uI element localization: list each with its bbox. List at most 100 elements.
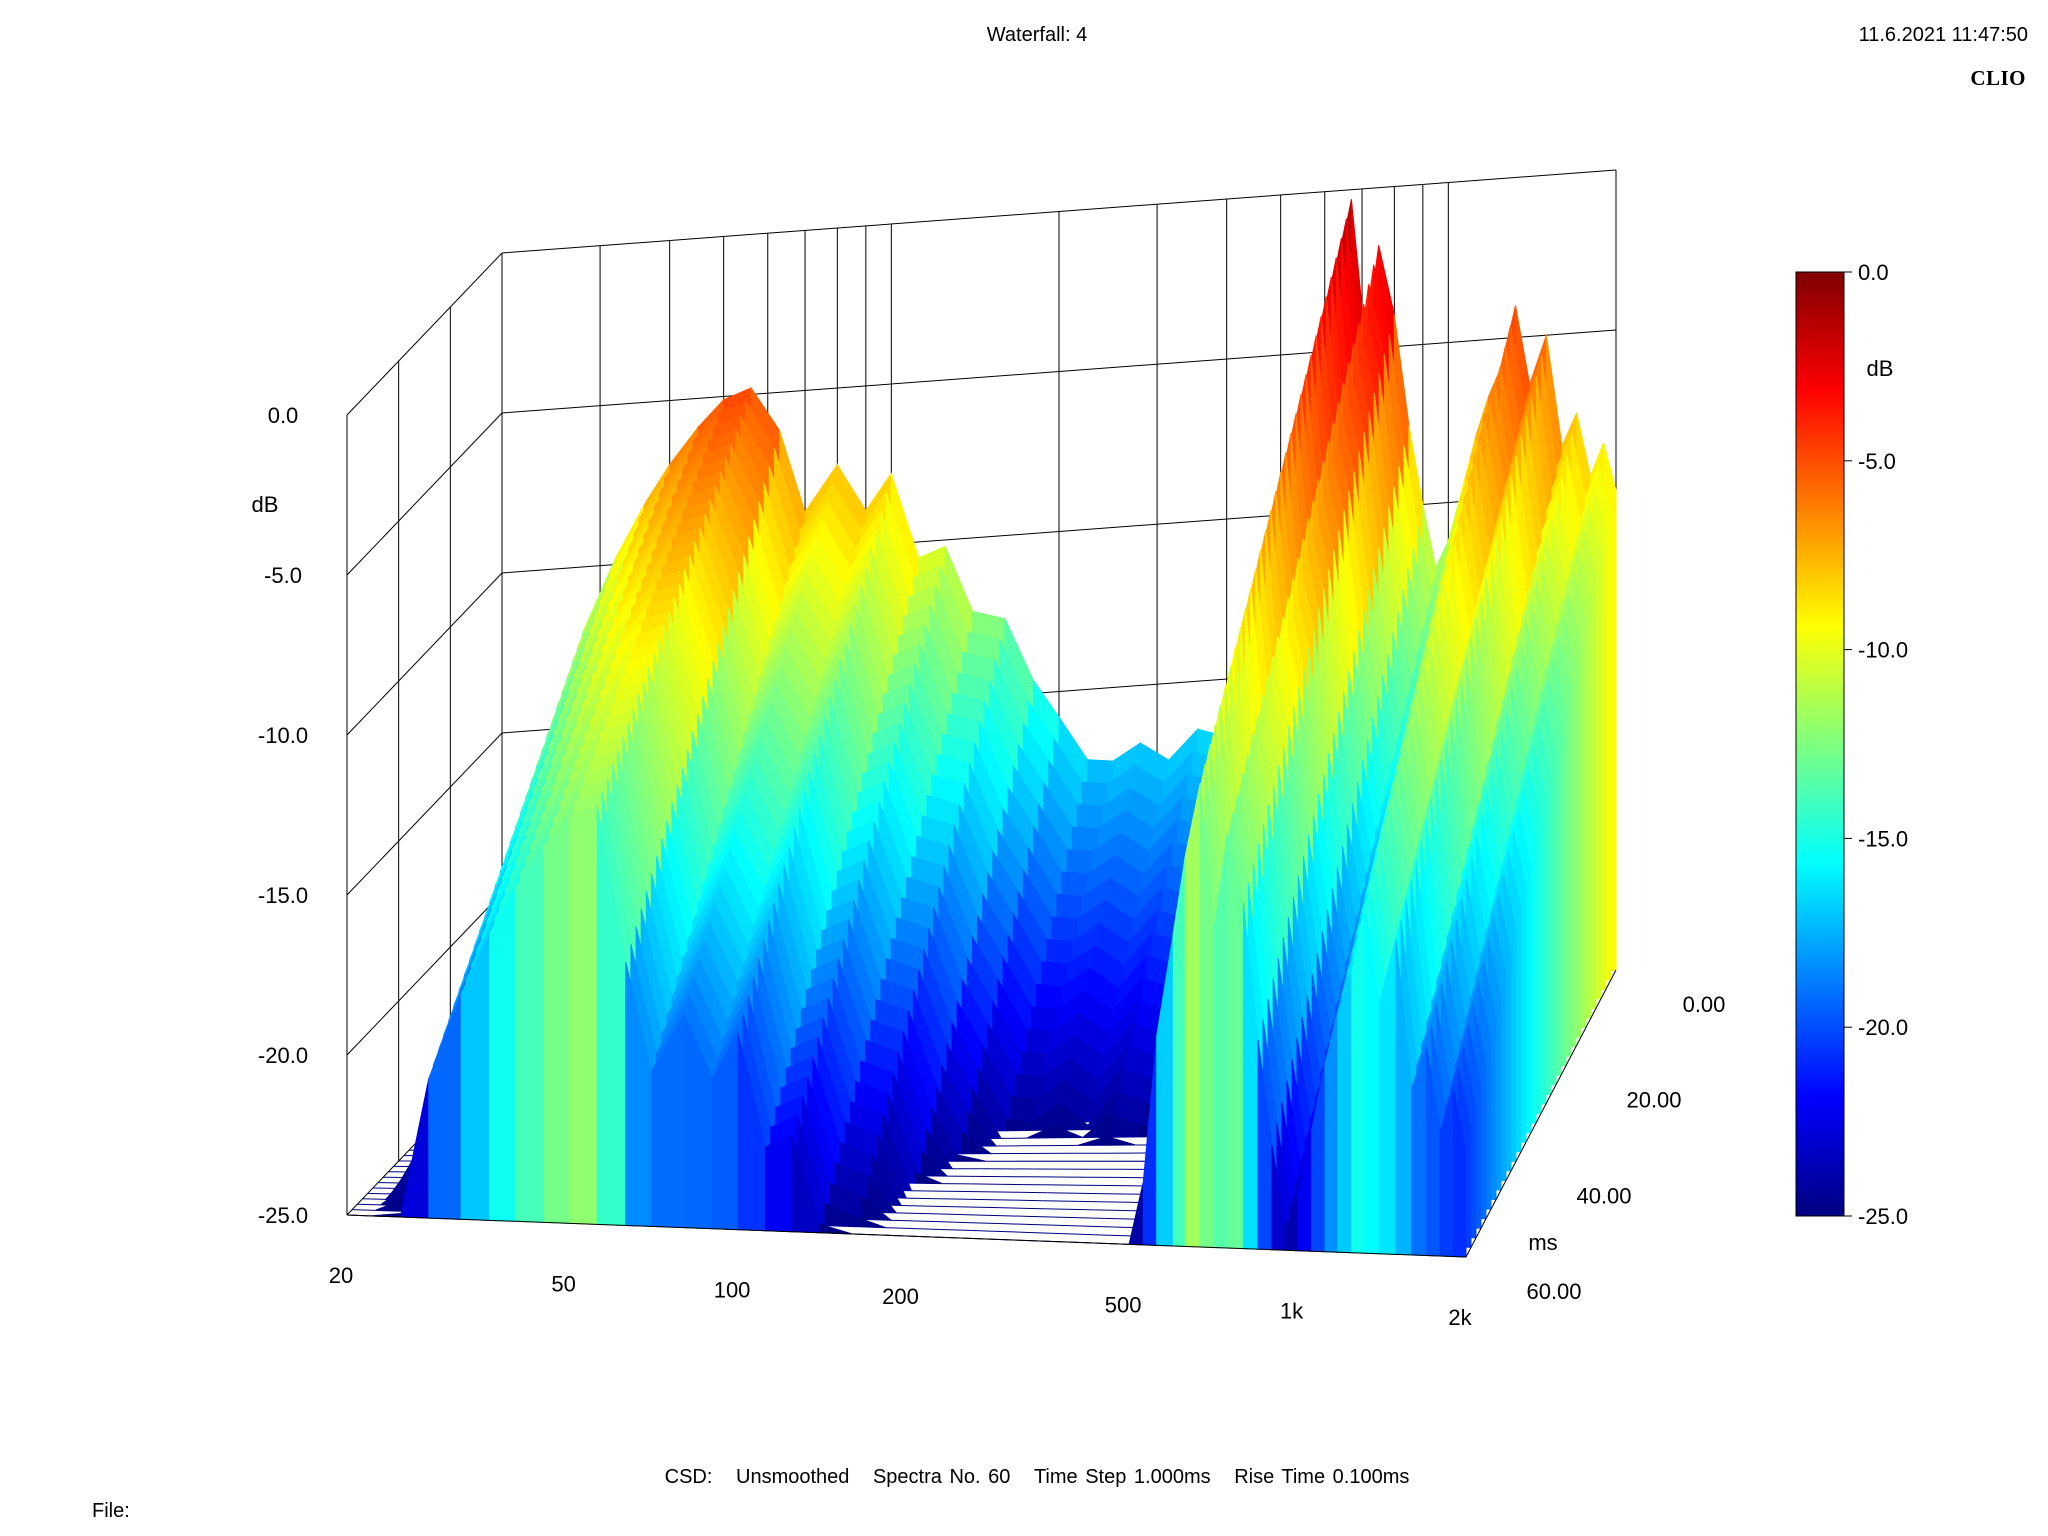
spectrum-segment (1084, 1225, 1114, 1228)
brand-logo: CLIO (1970, 66, 2026, 90)
side-wall-level-line (346, 732, 503, 896)
spectrum-segment (1008, 1207, 1038, 1210)
spectrum-segment (1090, 1217, 1119, 1220)
spectrum-segment (885, 1227, 912, 1229)
spectrum-segment (1042, 1200, 1072, 1202)
spectrum-segment (986, 1199, 1014, 1201)
spectrum-segment (1128, 1181, 1144, 1246)
x-tick-label: 2k (1448, 1305, 1472, 1330)
spectrum-segment (891, 1219, 917, 1222)
colorbar (1795, 271, 1845, 1217)
spectrum-segment (1003, 1215, 1033, 1217)
spectrum-segment (896, 1212, 922, 1214)
spectrum-segment (956, 1154, 987, 1162)
spectrum-segment (1037, 1208, 1067, 1210)
spectrum-segment (400, 1078, 430, 1219)
y-tick-label: -20.0 (258, 1043, 308, 1068)
spectrum-segment (931, 1198, 961, 1200)
spectrum-segment (856, 1216, 887, 1229)
z-tick-label: 20.00 (1626, 1088, 1681, 1113)
spectrum-segment (1337, 972, 1353, 1254)
x-tick-label: 50 (551, 1271, 575, 1296)
spectrum-segment (960, 1198, 987, 1201)
x-tick-label: 20 (329, 1263, 353, 1288)
side-wall-level-line (346, 412, 503, 576)
z-tick-label: 0.00 (1683, 992, 1726, 1017)
spectrum-segment (367, 1192, 391, 1195)
spectrum-segment (980, 1206, 1009, 1209)
spectrum-segment (357, 1203, 381, 1206)
spectrum-segment (1095, 1209, 1124, 1211)
spectrum-segment (906, 1197, 932, 1200)
back-wall-level-line (501, 169, 1617, 254)
spectrum-segment (945, 1221, 971, 1224)
spectrum-segment (1106, 1135, 1136, 1146)
y-tick-label: -15.0 (258, 883, 308, 908)
spectrum-segment (1032, 1216, 1062, 1218)
spectrum-segment (921, 1150, 949, 1177)
spectrum-segment (1056, 1224, 1086, 1227)
spectrum-segment (1050, 1232, 1081, 1235)
colorbar-tick-label: -15.0 (1858, 826, 1908, 851)
waterfall-surface (346, 199, 1617, 1258)
spectrum-segment (352, 1209, 376, 1211)
y-tick-label: 0.0 (268, 403, 299, 428)
spectrum-segment (975, 1214, 1004, 1217)
side-wall-level-line (346, 252, 503, 416)
colorbar-tick-label: -5.0 (1858, 449, 1896, 474)
spectrum-segment (998, 1223, 1028, 1225)
spectra-count: Spectra No. 60 (872, 1466, 1011, 1488)
spectrum-segment (993, 1230, 1022, 1233)
spectrum-segment (862, 1195, 893, 1221)
spectrum-segment (965, 1229, 994, 1232)
colorbar-tick-label: 0.0 (1858, 260, 1889, 285)
spectrum-segment (1018, 1191, 1048, 1194)
timestamp: 11.6.2021 11:47:50 (1858, 24, 2028, 46)
spectrum-segment (1066, 1208, 1096, 1211)
x-tick-label: 100 (714, 1278, 751, 1303)
file-label: File: (92, 1500, 130, 1522)
y-tick-label: -5.0 (264, 563, 302, 588)
x-tick-label: 500 (1105, 1292, 1142, 1317)
time-step: Time Step 1.000ms (1033, 1466, 1211, 1488)
spectrum-segment (514, 844, 545, 1223)
x-tick-label: 1k (1280, 1299, 1304, 1324)
spectrum-segment (569, 805, 598, 1225)
colorbar-tick-label: -25.0 (1858, 1204, 1908, 1229)
spectrum-segment (1010, 1096, 1038, 1124)
spectrum-segment (428, 994, 462, 1220)
side-wall-level-line (346, 892, 503, 1056)
spectrum-slice (346, 782, 1467, 1258)
spectrum-segment (1026, 1223, 1057, 1226)
y-tick-label: -25.0 (258, 1203, 308, 1228)
measurement-info: CSD: Unsmoothed Spectra No. 60 Time Step… (0, 1466, 2048, 1489)
y-axis-unit: dB (252, 492, 279, 517)
front-frame (346, 415, 1617, 1258)
y-axis-ticks: 0.0 -5.0 -10.0 -15.0 -20.0 -25.0 (258, 403, 308, 1228)
side-wall-level-line (346, 572, 503, 736)
z-tick-label: 40.00 (1576, 1183, 1631, 1208)
spectrum-segment (1108, 1234, 1135, 1237)
spectrum-segment (489, 885, 516, 1222)
spectrum-segment (362, 1198, 386, 1200)
y-tick-label: -10.0 (258, 723, 308, 748)
spectrum-segment (1227, 831, 1244, 1250)
z-axis-ticks: 0.00 20.00 40.00 60.00 (1526, 992, 1725, 1304)
z-axis-unit: ms (1528, 1230, 1557, 1255)
chart-title: Waterfall: 4 (986, 24, 1088, 46)
colorbar-tick-label: -10.0 (1858, 638, 1908, 663)
colorbar-unit: dB (1867, 356, 1894, 381)
csd-label: CSD: (664, 1466, 713, 1488)
spectrum-segment (950, 1213, 976, 1216)
spectrum-segment (1076, 1192, 1106, 1195)
spectrum-segment (970, 1222, 999, 1224)
spectrum-segment (1053, 1125, 1083, 1139)
spectrum-segment (1013, 1199, 1043, 1202)
back-wall-level-line (501, 329, 1617, 414)
front-right-edge (1465, 969, 1617, 1258)
colorbar-ticks: 0.0 -5.0 -10.0 -15.0 -20.0 -25.0 (1844, 260, 1908, 1229)
spectrum-segment (901, 1205, 927, 1207)
spectrum-segment (955, 1206, 982, 1208)
spectrum-segment (967, 1109, 998, 1147)
